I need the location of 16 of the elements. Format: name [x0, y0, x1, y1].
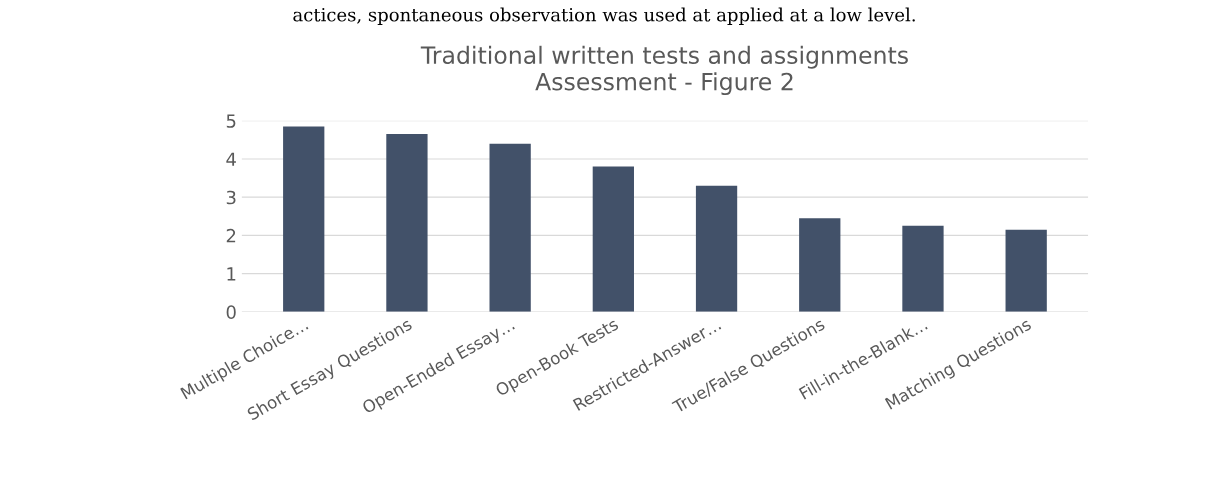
- bar: [695, 185, 738, 312]
- text: actices, spontaneous observation was used at applied at a low level.: [293, 7, 915, 26]
- y-tick-label: 0: [226, 305, 236, 319]
- bar: [489, 143, 531, 312]
- y-tick-label: 2: [226, 228, 236, 243]
- chart-title: Traditional written tests and assignments Assessment - Figure 2: [420, 45, 908, 96]
- bar: [283, 126, 325, 312]
- bar: [902, 225, 944, 312]
- bar: [799, 218, 841, 312]
- bar: [592, 166, 634, 312]
- bar: [386, 134, 428, 312]
- y-tick-label: 5: [226, 114, 236, 128]
- y-tick-label: 1: [227, 267, 236, 281]
- y-tick-label: 3: [226, 190, 236, 205]
- bar: [1005, 229, 1047, 312]
- y-tick-label: 4: [226, 152, 236, 166]
